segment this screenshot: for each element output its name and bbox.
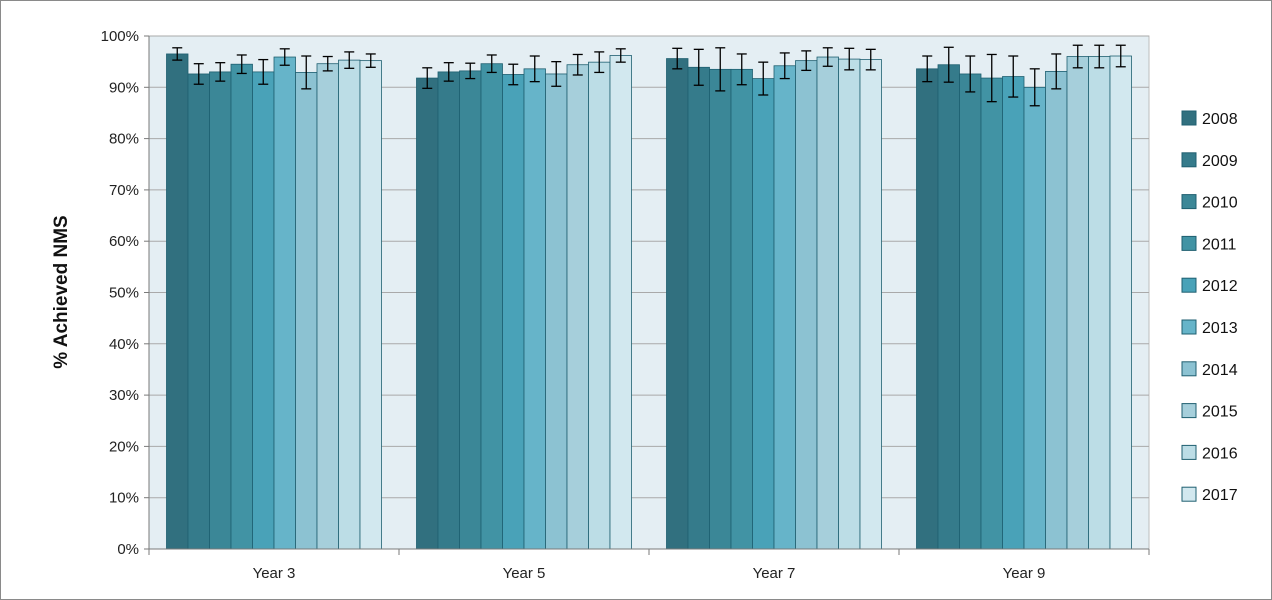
bar: [816, 56, 839, 550]
y-tick-label: 40%: [109, 336, 139, 353]
bar: [666, 58, 689, 550]
bar: [1088, 56, 1111, 550]
bar: [773, 65, 796, 550]
bar: [480, 63, 503, 550]
y-tick-label: 90%: [109, 79, 139, 96]
y-tick-label: 50%: [109, 285, 139, 302]
bar: [838, 58, 861, 550]
legend-entry: 2008: [1202, 111, 1238, 128]
y-tick-label: 80%: [109, 131, 139, 148]
legend-swatch: [1181, 486, 1197, 502]
y-tick-label: 60%: [109, 233, 139, 250]
legend-entry: 2017: [1202, 487, 1238, 504]
y-tick-label: 30%: [109, 387, 139, 404]
bar: [523, 68, 546, 550]
legend-entry: 2012: [1202, 278, 1238, 295]
legend-swatch: [1181, 235, 1197, 251]
legend-swatch: [1181, 444, 1197, 460]
legend-entry: 2013: [1202, 320, 1238, 337]
bar: [316, 63, 339, 550]
bar: [187, 73, 210, 550]
bar: [795, 60, 818, 550]
legend-swatch: [1181, 110, 1197, 126]
x-tick-label: Year 3: [253, 565, 296, 582]
legend-entry: 2014: [1202, 362, 1238, 379]
bar: [959, 73, 982, 550]
bar: [687, 66, 710, 550]
legend-swatch: [1181, 194, 1197, 210]
bar: [295, 72, 318, 550]
axes: 0% 10% 20% 30% 40% 50% 60% 70% 80% 90% 100% Year 3 Y…: [101, 28, 1150, 582]
legend-swatch: [1181, 361, 1197, 377]
y-tick-label: 70%: [109, 182, 139, 199]
y-tick-label: 10%: [109, 490, 139, 507]
legend-entry: 2011: [1202, 236, 1237, 253]
bar: [1045, 70, 1068, 550]
legend-entry: 2009: [1202, 153, 1238, 170]
bar: [230, 63, 253, 550]
legend-entry: 2015: [1202, 404, 1238, 421]
bar: [252, 71, 275, 550]
bar: [609, 55, 632, 550]
bar: [416, 77, 439, 550]
legend-swatch: [1181, 403, 1197, 419]
bar: [709, 68, 732, 550]
bar: [1109, 55, 1132, 550]
bar: [437, 71, 460, 550]
bar: [166, 53, 189, 550]
y-tick-label: 0%: [117, 541, 139, 558]
bar: [937, 64, 960, 550]
y-tick-label: 20%: [109, 438, 139, 455]
bar: [859, 59, 882, 550]
y-tick-label: 100%: [101, 28, 139, 45]
bar: [1066, 56, 1089, 550]
bars: [166, 53, 1132, 550]
bar: [752, 78, 775, 550]
x-tick-label: Year 9: [1003, 565, 1046, 582]
bar: [338, 59, 361, 550]
bar: [730, 68, 753, 550]
bar: [209, 71, 232, 550]
bar: [273, 56, 296, 550]
y-axis-title: % Achieved NMS: [51, 215, 72, 368]
x-tick-label: Year 5: [503, 565, 546, 582]
legend-swatch: [1181, 319, 1197, 335]
bar: [1002, 76, 1025, 550]
bar: [980, 77, 1003, 550]
bar: [588, 61, 611, 550]
legend: 2008 2009 2010 2011 2012 2013 2014 2015 2016 2017: [1181, 110, 1238, 504]
legend-entry: 2016: [1202, 445, 1238, 462]
bar: [1023, 86, 1046, 550]
bar: [566, 64, 589, 550]
error-bars: [172, 44, 1126, 107]
bar: [459, 70, 482, 550]
bar: [545, 73, 568, 550]
legend-entry: 2010: [1202, 195, 1238, 212]
x-tick-label: Year 7: [753, 565, 796, 582]
legend-swatch: [1181, 152, 1197, 168]
bar: [916, 68, 939, 550]
bar: [502, 74, 525, 550]
bar: [359, 60, 382, 550]
legend-swatch: [1181, 277, 1197, 293]
